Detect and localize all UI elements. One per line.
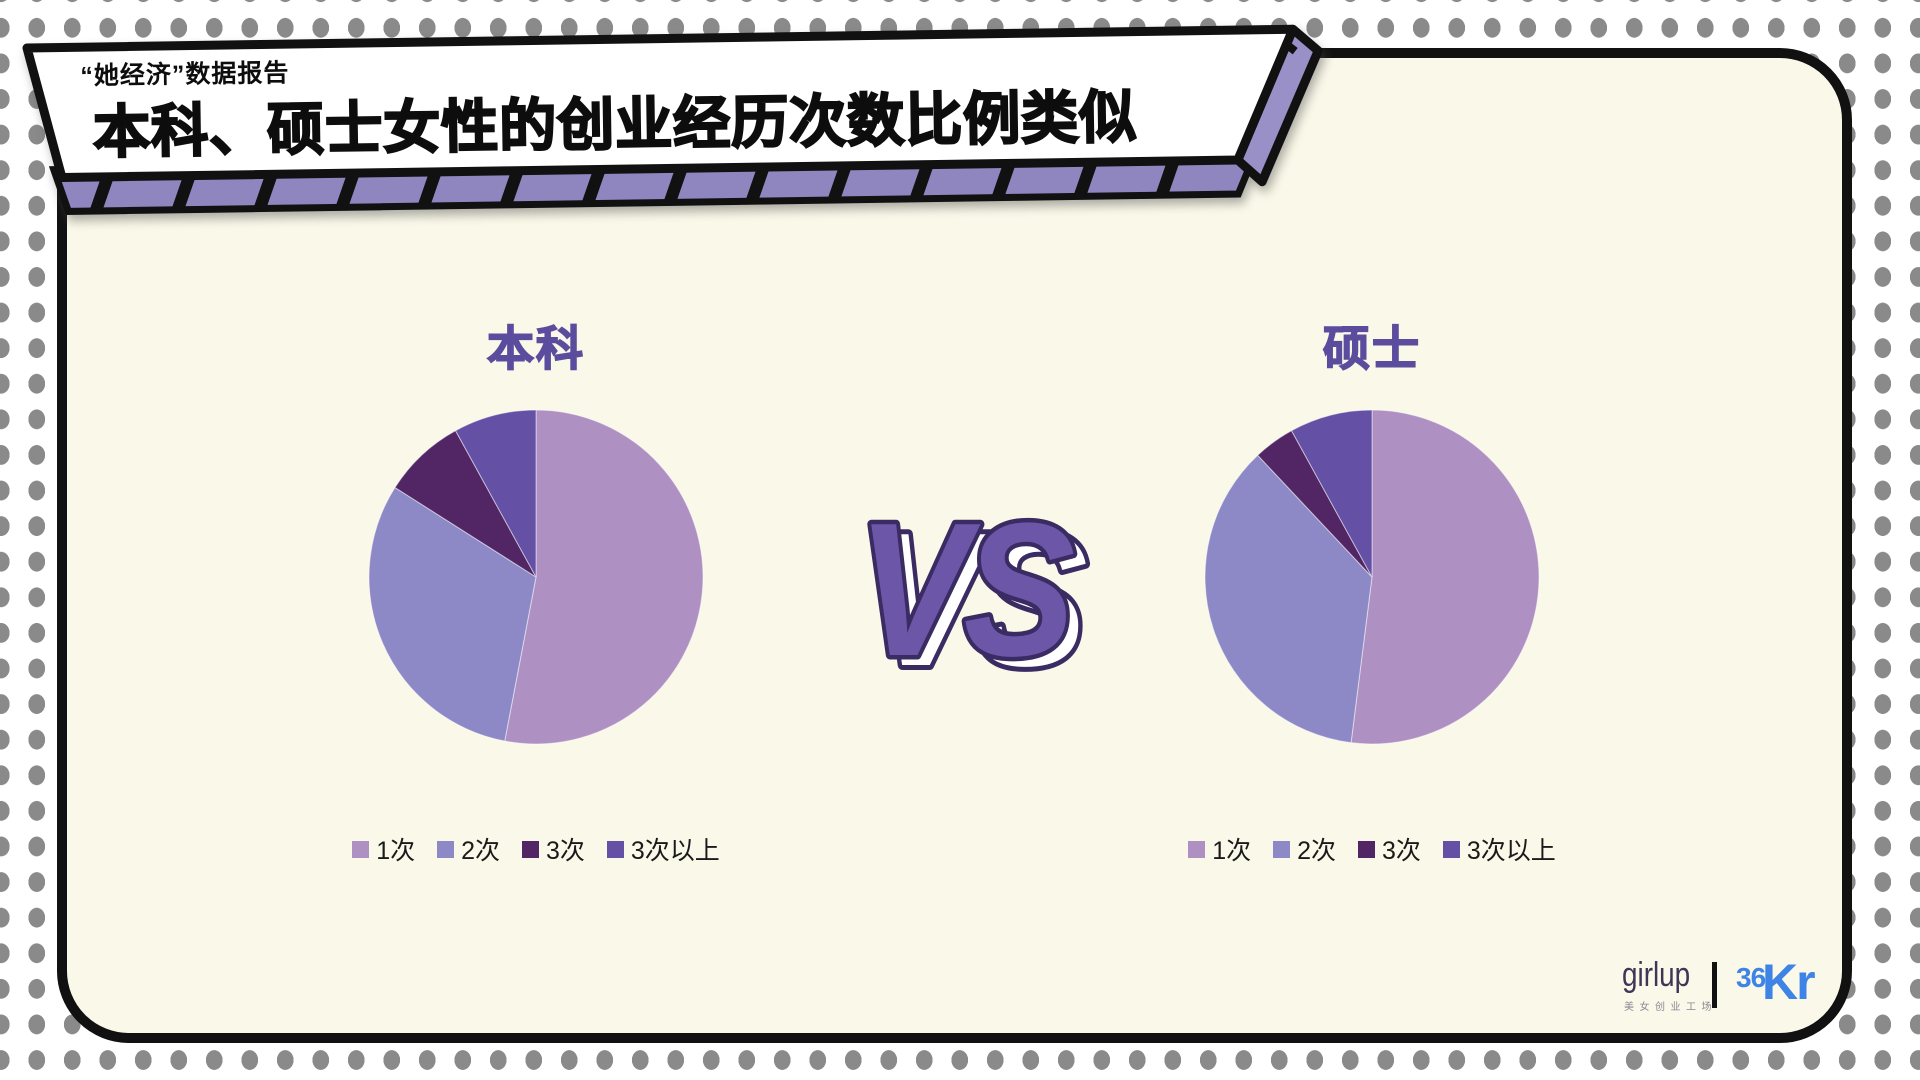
legend-swatch — [1188, 840, 1206, 858]
legend-item-3次以上: 3次以上 — [1442, 831, 1556, 867]
pie-slice-2次 — [1204, 454, 1373, 744]
pie-column-master: 硕士 1次 2次 3次 3次以上 — [1172, 321, 1572, 867]
legend-swatch — [352, 840, 370, 858]
legend-item-1次: 1次 — [1188, 831, 1251, 867]
legend-swatch — [522, 840, 539, 858]
pie-chart-bachelor — [368, 409, 704, 745]
legend-item-1次: 1次 — [352, 831, 415, 867]
legend-bachelor: 1次 2次 3次 3次以上 — [336, 831, 736, 867]
pie-slice-3次以上 — [1290, 409, 1373, 578]
pie-title-bachelor: 本科 — [486, 321, 585, 376]
pie-column-bachelor: 本科 1次 2次 3次 3次以上 — [336, 321, 736, 867]
pie-title-master: 硕士 — [1322, 321, 1421, 376]
legend-item-2次: 2次 — [437, 831, 500, 867]
legend-item-2次: 2次 — [1273, 831, 1336, 867]
legend-swatch — [437, 840, 455, 858]
legend-item-3次: 3次 — [1358, 831, 1421, 867]
36kr-logo-kr: Kr — [1762, 954, 1816, 1010]
36kr-logo-36: 36 — [1736, 962, 1766, 993]
legend-label: 3次以上 — [630, 837, 720, 865]
legend-label: 1次 — [376, 837, 416, 865]
report-card — [57, 48, 1852, 1043]
legend-item-3次以上: 3次以上 — [606, 831, 720, 867]
legend-swatch — [1358, 840, 1375, 858]
legend-label: 1次 — [1212, 837, 1252, 865]
legend-label: 3次 — [1382, 837, 1421, 865]
legend-label: 3次 — [546, 837, 585, 865]
pie-slice-1次 — [1350, 409, 1540, 745]
legend-swatch — [1442, 840, 1460, 858]
vs-text-shadow: VS — [870, 493, 1086, 705]
legend-item-3次: 3次 — [522, 831, 585, 867]
legend-swatch — [606, 840, 624, 858]
pie-slice-3次以上 — [454, 409, 537, 578]
legend-label: 3次以上 — [1466, 837, 1556, 865]
logo-divider — [1712, 962, 1717, 1008]
legend-label: 2次 — [1297, 837, 1336, 865]
legend-master: 1次 2次 3次 3次以上 — [1172, 831, 1572, 867]
title-banner — [22, 24, 1323, 215]
vs-text: VS — [857, 483, 1073, 695]
girlup-logo: girlup — [1622, 956, 1691, 994]
vs-emblem: VS VS — [853, 479, 1096, 705]
legend-label: 2次 — [461, 837, 500, 865]
banner-plate — [22, 24, 1298, 182]
pie-slice-1次 — [504, 409, 704, 745]
girlup-tagline: 美女创业工场 — [1624, 1002, 1717, 1013]
pie-chart-master — [1204, 409, 1540, 745]
legend-swatch — [1273, 840, 1291, 858]
